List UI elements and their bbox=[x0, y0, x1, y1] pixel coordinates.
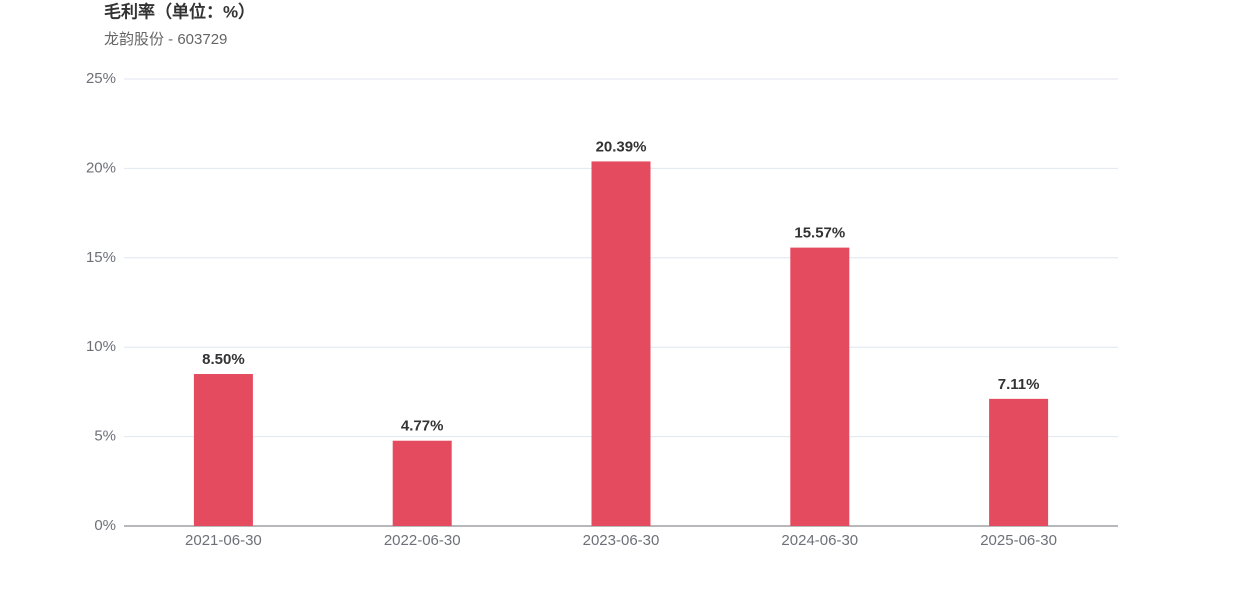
value-label: 7.11% bbox=[998, 376, 1040, 393]
value-label: 15.57% bbox=[794, 225, 845, 242]
y-tick-label: 0% bbox=[94, 517, 116, 534]
y-tick-label: 20% bbox=[86, 159, 116, 176]
y-tick-label: 10% bbox=[86, 338, 116, 355]
x-tick-label: 2021-06-30 bbox=[185, 532, 262, 549]
y-tick-label: 15% bbox=[86, 249, 116, 266]
y-tick-label: 5% bbox=[94, 428, 116, 445]
y-tick-label: 25% bbox=[86, 70, 116, 87]
value-label: 20.39% bbox=[596, 138, 647, 155]
bar bbox=[591, 161, 651, 526]
x-tick-label: 2023-06-30 bbox=[583, 532, 660, 549]
x-tick-label: 2025-06-30 bbox=[980, 532, 1057, 549]
x-tick-label: 2022-06-30 bbox=[384, 532, 461, 549]
value-label: 4.77% bbox=[401, 418, 444, 435]
bar bbox=[989, 398, 1049, 526]
bar bbox=[392, 440, 452, 526]
chart-title: 毛利率（单位：%） bbox=[104, 1, 255, 21]
x-tick-label: 2024-06-30 bbox=[781, 532, 858, 549]
chart-subtitle: 龙韵股份 - 603729 bbox=[104, 31, 227, 48]
bar bbox=[790, 247, 850, 526]
value-label: 8.50% bbox=[202, 351, 245, 368]
bar bbox=[193, 374, 253, 526]
